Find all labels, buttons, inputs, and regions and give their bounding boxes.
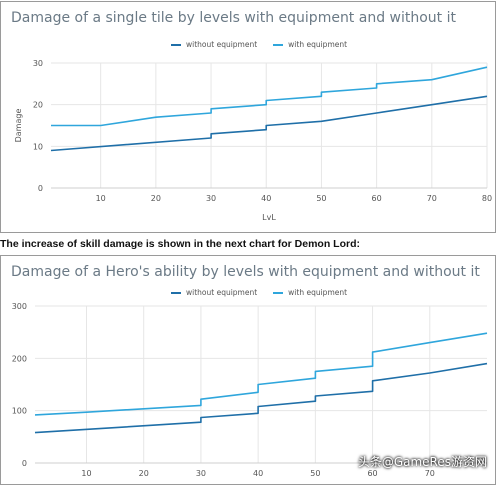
x-tick-label: 20 (139, 469, 149, 478)
legend-label-without: without equipment (186, 288, 258, 297)
y-tick-label: 0 (38, 184, 43, 193)
caption-text: The increase of skill damage is shown in… (0, 238, 360, 250)
y-tick-label: 20 (33, 101, 43, 110)
x-axis-title: LvL (262, 213, 276, 222)
x-tick-label: 70 (427, 194, 437, 203)
x-tick-label: 60 (372, 194, 382, 203)
x-tick-label: 40 (261, 194, 271, 203)
y-axis-title: Damage (14, 109, 23, 143)
legend-item-with[interactable]: with equipment (273, 288, 347, 297)
x-tick-label: 10 (96, 194, 106, 203)
x-tick-label: 10 (81, 469, 91, 478)
legend-swatch-without (171, 291, 181, 294)
legend-item-with[interactable]: with equipment (273, 40, 347, 49)
line-chart-plot: 0 100 200 300 10 20 30 40 50 60 70 (12, 302, 488, 478)
line-chart-plot: 0 10 20 30 10 20 30 40 50 60 70 80 LvL Damage (14, 59, 492, 222)
x-tick-label: 80 (482, 194, 492, 203)
chart-panel-ability-damage: Damage of a Hero's ability by levels wit… (0, 255, 496, 485)
legend-item-without[interactable]: without equipment (171, 40, 257, 49)
y-tick-label: 200 (12, 354, 27, 363)
watermark: 头条@GameRes游资网 (357, 455, 487, 469)
legend-swatch-with (273, 43, 284, 46)
x-tick-label: 40 (253, 469, 263, 478)
y-tick-label: 0 (22, 459, 27, 468)
y-tick-label: 100 (12, 407, 27, 416)
series-line-with-equipment (34, 332, 488, 416)
y-tick-label: 10 (33, 142, 43, 151)
x-tick-label: 50 (310, 469, 320, 478)
series-line-with-equipment (51, 66, 488, 127)
x-tick-label: 20 (151, 194, 161, 203)
y-tick-label: 300 (12, 302, 27, 311)
chart-legend: without equipment with equipment (171, 288, 347, 297)
x-tick-label: 70 (425, 469, 435, 478)
series-line-without-equipment (50, 95, 488, 152)
legend-item-without[interactable]: without equipment (171, 288, 257, 297)
chart-title: Damage of a Hero's ability by levels wit… (11, 264, 480, 280)
chart-title: Damage of a single tile by levels with e… (11, 10, 456, 26)
x-tick-label: 50 (316, 194, 326, 203)
y-tick-label: 30 (33, 59, 43, 68)
legend-label-with: with equipment (288, 40, 348, 49)
x-tick-label: 60 (367, 469, 377, 478)
series-line-without-equipment (34, 362, 488, 434)
x-tick-label: 30 (206, 194, 216, 203)
chart-legend: without equipment with equipment (171, 40, 347, 49)
legend-label-without: without equipment (186, 40, 258, 49)
x-tick-label: 30 (196, 469, 206, 478)
legend-swatch-with (273, 291, 284, 294)
legend-label-with: with equipment (288, 288, 348, 297)
chart-panel-tile-damage: Damage of a single tile by levels with e… (0, 1, 496, 233)
legend-swatch-without (171, 43, 181, 46)
